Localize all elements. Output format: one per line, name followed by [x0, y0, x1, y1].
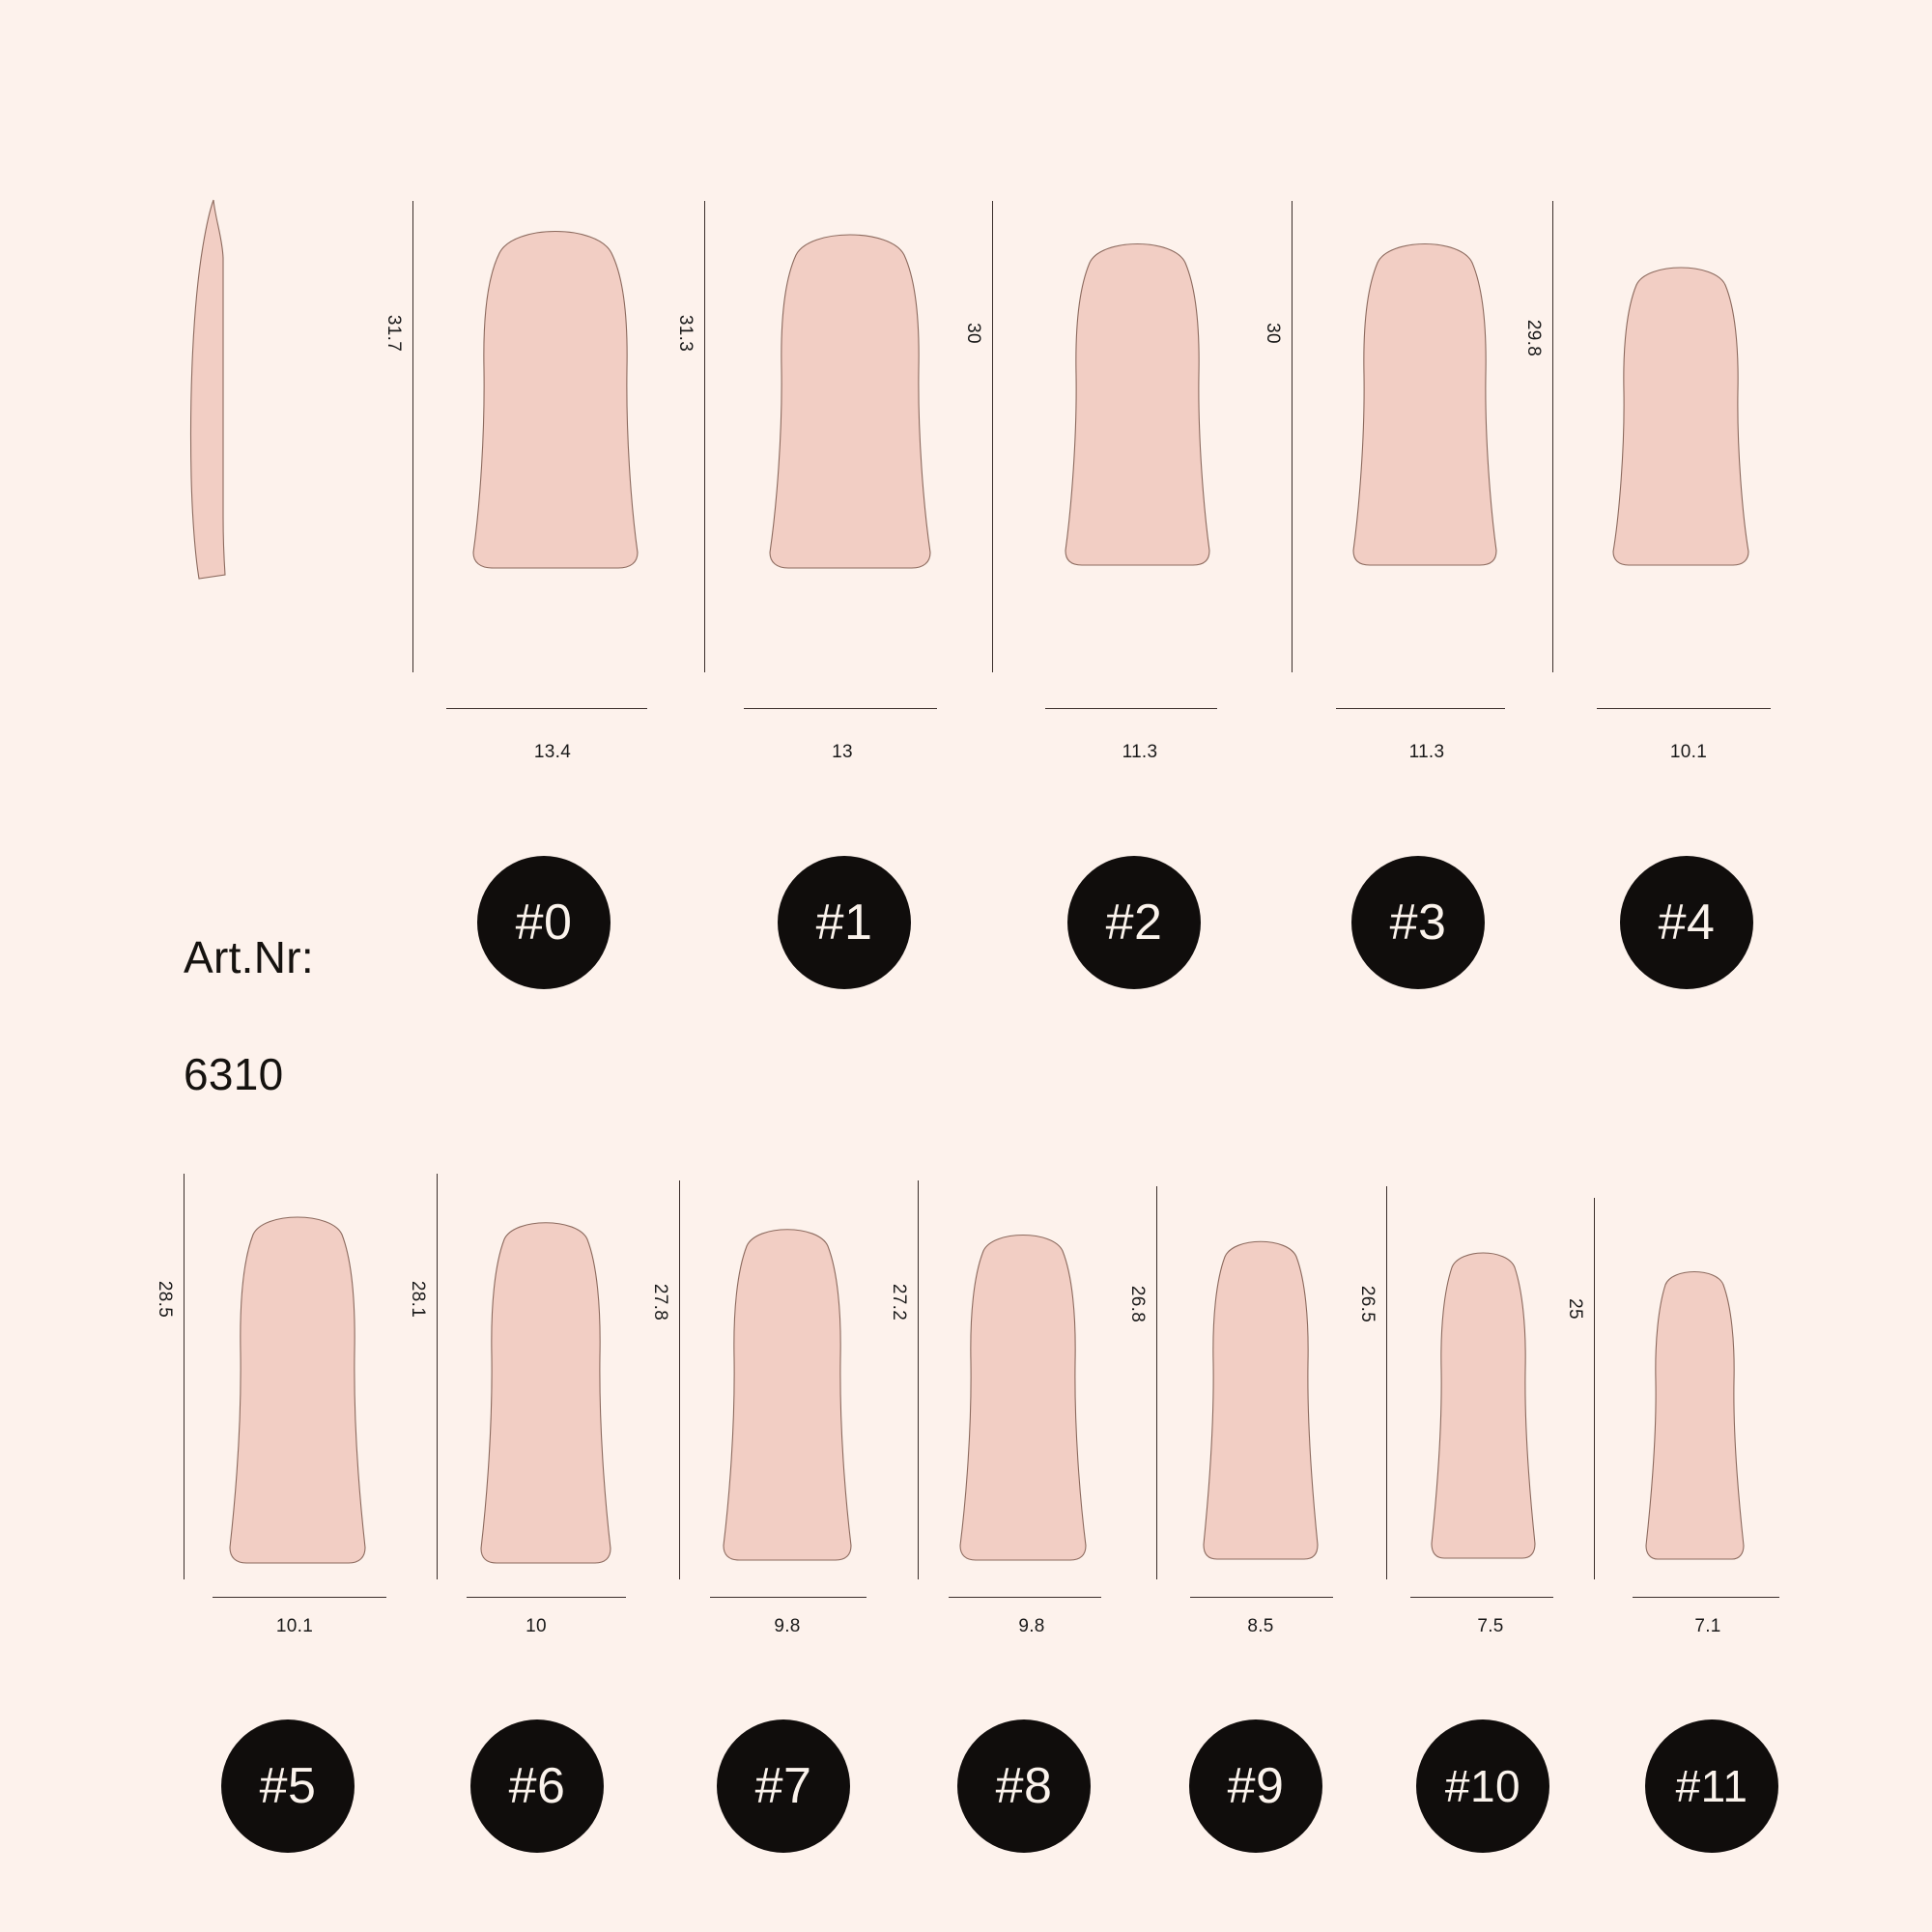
article-number-block: Art.Nr: 6310 — [184, 869, 314, 1163]
nail-tip-0 — [454, 214, 657, 574]
height-rule-4 — [1552, 201, 1553, 672]
size-badge-label: #7 — [754, 1758, 812, 1814]
size-badge-7[interactable]: #7 — [717, 1719, 850, 1853]
height-label-3: 30 — [1263, 323, 1283, 344]
nail-tip-10 — [1428, 1244, 1539, 1565]
size-badge-label: #3 — [1389, 895, 1447, 951]
height-rule-10 — [1386, 1186, 1387, 1579]
height-rule-2 — [992, 201, 993, 672]
width-label-10: 7.5 — [1477, 1616, 1504, 1636]
nail-tip-3 — [1343, 232, 1507, 570]
height-rule-11 — [1594, 1198, 1595, 1579]
width-rule-1 — [744, 708, 937, 709]
height-rule-0 — [412, 201, 413, 672]
width-rule-4 — [1597, 708, 1771, 709]
width-label-1: 13 — [832, 742, 853, 762]
article-number-label: Art.Nr: — [184, 931, 314, 982]
size-badge-0[interactable]: #0 — [477, 856, 611, 989]
width-rule-3 — [1336, 708, 1505, 709]
height-label-8: 27.2 — [889, 1283, 909, 1321]
nail-tip-9 — [1198, 1232, 1323, 1565]
width-rule-11 — [1633, 1597, 1779, 1598]
size-badge-2[interactable]: #2 — [1067, 856, 1201, 989]
width-rule-10 — [1410, 1597, 1553, 1598]
size-badge-11[interactable]: #11 — [1645, 1719, 1778, 1853]
size-badge-label: #8 — [995, 1758, 1053, 1814]
height-rule-6 — [437, 1174, 438, 1579]
width-label-8: 9.8 — [1018, 1616, 1045, 1636]
height-label-11: 25 — [1565, 1298, 1585, 1320]
size-badge-label: #4 — [1658, 895, 1716, 951]
size-badge-label: #5 — [259, 1758, 317, 1814]
size-badge-3[interactable]: #3 — [1351, 856, 1485, 989]
height-label-2: 30 — [963, 323, 983, 344]
nail-tip-2 — [1053, 232, 1222, 570]
size-badge-label: #9 — [1227, 1758, 1285, 1814]
height-label-1: 31.3 — [675, 314, 696, 353]
width-rule-9 — [1190, 1597, 1333, 1598]
size-badge-1[interactable]: #1 — [778, 856, 911, 989]
size-badge-8[interactable]: #8 — [957, 1719, 1091, 1853]
nail-tip-7 — [717, 1219, 858, 1565]
width-label-3: 11.3 — [1408, 742, 1445, 762]
side-profile-silhouette — [184, 198, 242, 584]
size-badge-label: #10 — [1444, 1761, 1521, 1811]
height-label-0: 31.7 — [384, 314, 404, 353]
width-label-0: 13.4 — [533, 742, 572, 762]
height-label-7: 27.8 — [650, 1283, 670, 1321]
width-label-4: 10.1 — [1669, 742, 1708, 762]
size-badge-label: #1 — [815, 895, 873, 951]
width-label-7: 9.8 — [774, 1616, 801, 1636]
height-rule-1 — [704, 201, 705, 672]
height-rule-9 — [1156, 1186, 1157, 1579]
size-badge-9[interactable]: #9 — [1189, 1719, 1322, 1853]
size-badge-label: #2 — [1105, 895, 1163, 951]
nail-tip-11 — [1642, 1264, 1747, 1565]
width-label-2: 11.3 — [1122, 742, 1158, 762]
height-label-4: 29.8 — [1523, 319, 1544, 357]
width-rule-7 — [710, 1597, 867, 1598]
size-badge-10[interactable]: #10 — [1416, 1719, 1549, 1853]
height-rule-3 — [1292, 201, 1293, 672]
size-badge-6[interactable]: #6 — [470, 1719, 604, 1853]
nail-tip-6 — [473, 1212, 618, 1568]
nail-tip-5 — [220, 1206, 375, 1568]
height-label-5: 28.5 — [155, 1280, 175, 1319]
nail-tip-4 — [1604, 256, 1758, 570]
width-label-11: 7.1 — [1694, 1616, 1721, 1636]
size-badge-label: #6 — [508, 1758, 566, 1814]
height-label-6: 28.1 — [408, 1280, 428, 1319]
size-badge-5[interactable]: #5 — [221, 1719, 355, 1853]
size-badge-label: #0 — [515, 895, 573, 951]
height-rule-7 — [679, 1180, 680, 1579]
article-number-value: 6310 — [184, 1049, 284, 1100]
width-rule-6 — [467, 1597, 626, 1598]
nail-tip-8 — [954, 1225, 1092, 1565]
nail-tip-1 — [753, 220, 947, 574]
width-rule-5 — [213, 1597, 386, 1598]
width-label-5: 10.1 — [275, 1616, 314, 1636]
size-badge-label: #11 — [1675, 1761, 1748, 1811]
width-rule-2 — [1045, 708, 1217, 709]
width-rule-0 — [446, 708, 647, 709]
width-label-9: 8.5 — [1247, 1616, 1274, 1636]
width-label-6: 10 — [526, 1616, 547, 1636]
height-rule-8 — [918, 1180, 919, 1579]
height-label-9: 26.8 — [1127, 1285, 1148, 1323]
height-rule-5 — [184, 1174, 185, 1579]
width-rule-8 — [949, 1597, 1101, 1598]
size-badge-4[interactable]: #4 — [1620, 856, 1753, 989]
height-label-10: 26.5 — [1357, 1285, 1378, 1323]
